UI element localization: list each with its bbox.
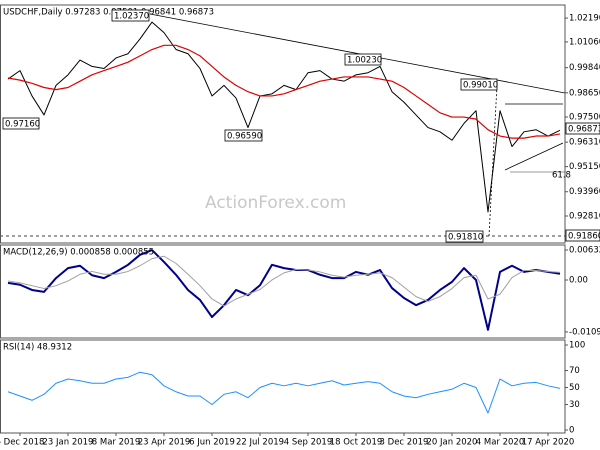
y-tick-label: 0.00 — [569, 275, 588, 285]
x-tick-label: 3 Dec 2019 — [380, 438, 429, 448]
annotation-box — [460, 78, 498, 91]
x-tick-label: 4 Mar 2020 — [476, 438, 524, 448]
y-tick-label: 0 — [569, 426, 574, 436]
x-tick-label: 22 Jul 2019 — [236, 438, 284, 448]
x-tick-label: 23 Apr 2019 — [138, 438, 191, 448]
x-tick-label: 8 Mar 2019 — [92, 438, 140, 448]
x-tick-label: 20 Jan 2020 — [427, 438, 478, 448]
y-tick-label: 70 — [569, 366, 580, 376]
x-tick-label: 23 Jan 2019 — [43, 438, 94, 448]
annotation: 0.91860 — [568, 232, 600, 242]
annotation: 0.96873 — [568, 125, 600, 135]
y-tick-label: 30 — [569, 400, 580, 410]
x-tick-label: 17 Apr 2020 — [522, 438, 575, 448]
x-tick-label: 4 Sep 2019 — [284, 438, 332, 448]
annotation: 0.91810 — [448, 233, 483, 243]
swing-line — [488, 84, 498, 237]
panel-frame — [0, 339, 566, 434]
series-line — [7, 255, 561, 307]
series-line — [7, 371, 561, 414]
y-tick-label: 50 — [569, 383, 580, 393]
annotation-box — [565, 229, 600, 242]
panel-title: RSI(14) 48.9312 — [3, 343, 72, 353]
x-tick-label: 18 Oct 2019 — [330, 438, 383, 448]
annotation-box — [2, 117, 40, 130]
annotation: 0.97160 — [5, 120, 40, 130]
series-line — [7, 249, 561, 331]
panel: -0.010939 0.00 0.006321 MACD(12,26,9) 0.000… — [0, 244, 600, 339]
annotation: 0.99010 — [463, 81, 498, 91]
annotation: 61.8 — [552, 171, 571, 181]
watermark: ActionForex.com — [205, 193, 346, 213]
annotation: 0.96590 — [227, 132, 262, 142]
panel-title: MACD(12,26,9) 0.000858 0.000855 — [3, 248, 154, 258]
y-tick-label: 100 — [569, 341, 585, 351]
annotation: 1.00230 — [347, 56, 382, 66]
y-tick-label: 0.006321 — [569, 245, 600, 255]
annotation-box — [111, 9, 150, 22]
y-tick-label: 1.02190 — [569, 14, 600, 24]
annotation-box — [565, 122, 600, 135]
panel-frame — [0, 244, 566, 339]
annotation-box — [445, 230, 484, 243]
x-tick-label: 6 Jun 2019 — [189, 438, 235, 448]
y-tick-label: -0.010939 — [569, 327, 600, 337]
triangle-lower — [504, 142, 564, 171]
trend-line — [149, 13, 566, 94]
panel-title: USDCHF,Daily 0.97283 0.97501 0.96841 0.9… — [3, 8, 214, 18]
y-tick-label: 0.92810 — [569, 211, 600, 221]
annotation: 1.02370 — [114, 12, 149, 22]
series-line — [7, 21, 561, 213]
annotation-box — [224, 129, 263, 142]
panel-frame — [0, 4, 566, 244]
annotation-box — [344, 53, 382, 66]
x-tick-label: 6 Dec 2018 — [0, 438, 44, 448]
series-line — [7, 44, 561, 139]
